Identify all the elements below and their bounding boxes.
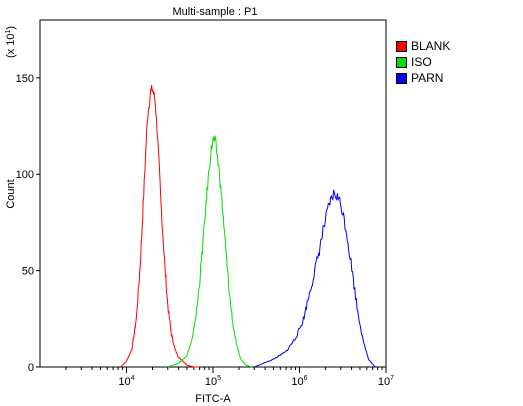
series-line-blank — [120, 85, 200, 368]
x-tick-exponent: 5 — [217, 375, 221, 382]
x-tick-base: 10 — [378, 376, 390, 388]
x-tick-base: 10 — [205, 376, 217, 388]
x-major-ticks — [126, 367, 387, 373]
x-axis: 104 105 106 107 — [65, 367, 394, 388]
y-multiplier-exponent: 1 — [5, 30, 12, 34]
legend-swatch-parn — [396, 72, 407, 84]
y-multiplier-label: (x 101) — [5, 26, 17, 58]
x-tick-labels: 104 105 106 107 — [118, 375, 394, 388]
x-axis-label: FITC-A — [195, 393, 231, 405]
y-tick-label: 150 — [16, 73, 34, 85]
y-multiplier-suffix: ) — [5, 26, 17, 30]
legend-item-iso: ISO — [396, 54, 450, 70]
legend-label-iso: ISO — [411, 55, 432, 69]
y-tick-label: 0 — [28, 362, 34, 374]
x-tick-label: 105 — [205, 375, 221, 388]
y-tick-label: 100 — [16, 169, 34, 181]
y-tick-labels: 0 50 100 150 — [16, 73, 34, 374]
x-tick-label: 106 — [291, 375, 307, 388]
series-line-parn — [254, 189, 376, 368]
legend-swatch-iso — [396, 56, 407, 68]
y-axis: 0 50 100 150 — [16, 73, 40, 374]
y-axis-label: Count — [5, 179, 17, 208]
series-lines — [120, 85, 376, 368]
series-line-iso — [167, 135, 252, 368]
y-tick-label: 50 — [22, 266, 34, 278]
y-ticks — [36, 77, 40, 368]
x-tick-base: 10 — [118, 376, 130, 388]
chart-title: Multi-sample : P1 — [173, 6, 258, 18]
x-tick-exponent: 7 — [390, 375, 394, 382]
legend-label-blank: BLANK — [411, 39, 451, 53]
x-tick-exponent: 6 — [304, 375, 308, 382]
legend-item-blank: BLANK — [396, 38, 450, 54]
y-multiplier-prefix: (x 10 — [5, 34, 17, 58]
x-tick-label: 104 — [118, 375, 134, 388]
x-tick-label: 107 — [378, 375, 394, 388]
legend-item-parn: PARN — [396, 70, 450, 86]
x-tick-base: 10 — [291, 376, 303, 388]
legend-label-parn: PARN — [411, 71, 444, 85]
legend-swatch-blank — [396, 40, 407, 52]
x-tick-exponent: 4 — [131, 375, 135, 382]
legend: BLANK ISO PARN — [396, 38, 450, 86]
